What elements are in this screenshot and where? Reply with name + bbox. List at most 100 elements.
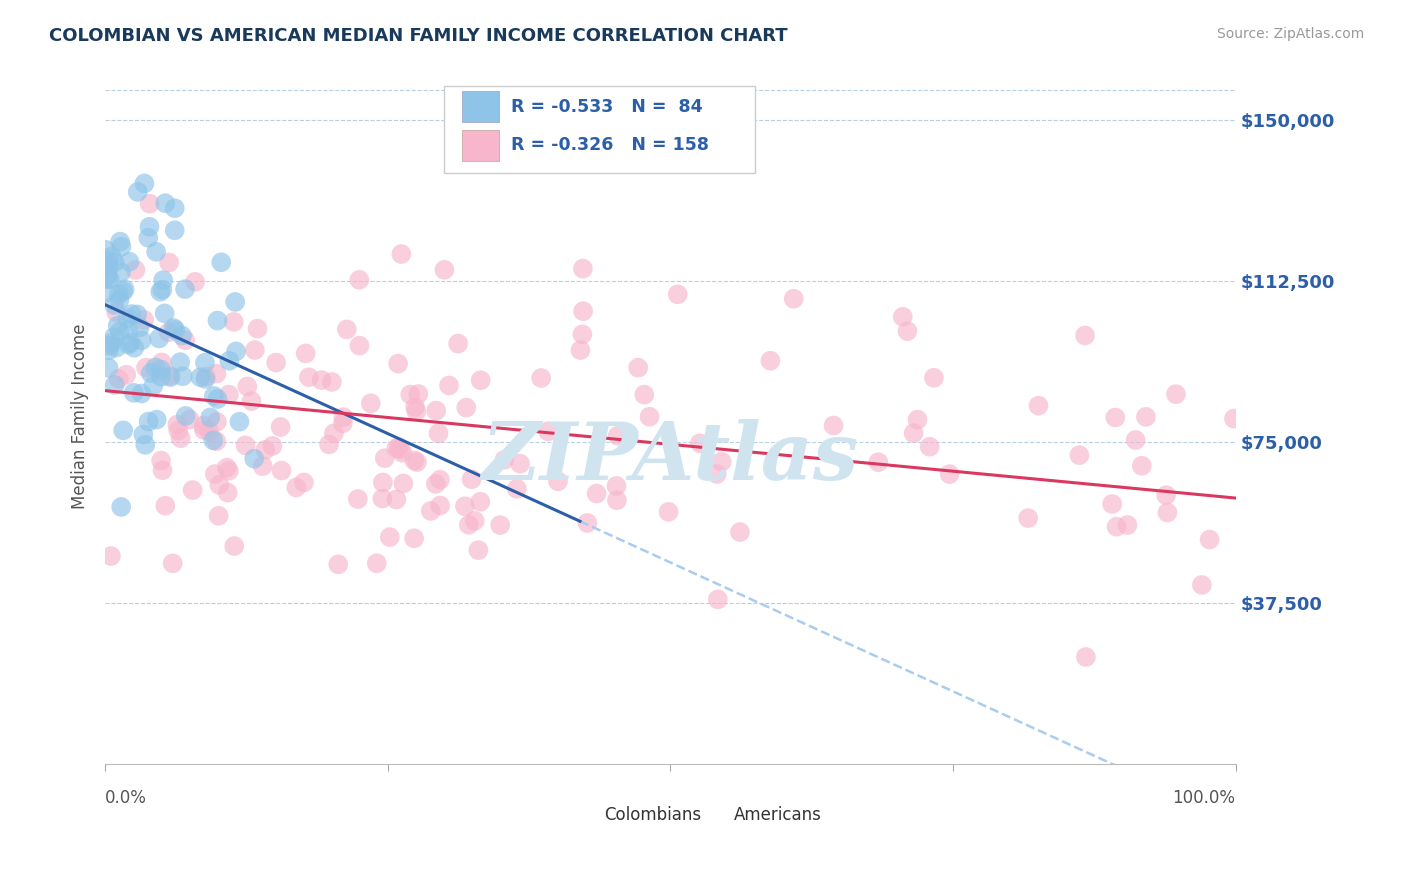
- Point: [217, 485, 239, 500]
- Point: [124, 263, 146, 277]
- Point: [252, 459, 274, 474]
- Point: [204, 467, 226, 481]
- Point: [332, 417, 354, 431]
- Point: [240, 394, 263, 409]
- Point: [97, 268, 120, 283]
- Point: [433, 262, 456, 277]
- Point: [405, 404, 427, 418]
- Point: [404, 531, 426, 545]
- Point: [378, 530, 401, 544]
- Point: [509, 457, 531, 471]
- FancyBboxPatch shape: [703, 800, 725, 820]
- Point: [298, 370, 321, 384]
- Point: [108, 293, 131, 307]
- Point: [627, 360, 650, 375]
- FancyBboxPatch shape: [463, 92, 499, 122]
- Point: [294, 346, 316, 360]
- Point: [117, 323, 139, 337]
- Point: [97, 343, 120, 358]
- Point: [118, 254, 141, 268]
- Point: [228, 415, 250, 429]
- Point: [121, 307, 143, 321]
- Point: [135, 360, 157, 375]
- Point: [127, 185, 149, 199]
- Point: [150, 453, 173, 467]
- Point: [152, 273, 174, 287]
- Point: [157, 255, 180, 269]
- Point: [464, 514, 486, 528]
- Point: [94, 285, 117, 300]
- Point: [145, 360, 167, 375]
- Point: [98, 339, 121, 353]
- Point: [391, 446, 413, 460]
- Point: [105, 340, 128, 354]
- Point: [170, 328, 193, 343]
- Point: [149, 285, 172, 299]
- Point: [207, 313, 229, 327]
- Point: [470, 373, 492, 387]
- Point: [112, 285, 135, 299]
- Point: [332, 410, 354, 425]
- Point: [208, 477, 231, 491]
- Point: [112, 423, 135, 437]
- Point: [174, 333, 197, 347]
- Point: [150, 283, 173, 297]
- Point: [460, 472, 482, 486]
- Point: [494, 452, 516, 467]
- Point: [922, 371, 945, 385]
- Point: [387, 357, 409, 371]
- Point: [222, 315, 245, 329]
- Point: [97, 360, 120, 375]
- Point: [162, 321, 184, 335]
- Point: [152, 463, 174, 477]
- Point: [360, 396, 382, 410]
- Point: [167, 424, 190, 438]
- Point: [633, 387, 655, 401]
- Point: [218, 464, 240, 478]
- FancyBboxPatch shape: [463, 130, 499, 161]
- Point: [1125, 433, 1147, 447]
- Point: [103, 330, 125, 344]
- Point: [454, 500, 477, 514]
- Point: [131, 386, 153, 401]
- Point: [903, 426, 925, 441]
- Point: [429, 473, 451, 487]
- Point: [225, 344, 247, 359]
- Point: [205, 434, 228, 449]
- Point: [658, 505, 681, 519]
- Point: [120, 335, 142, 350]
- Point: [585, 486, 607, 500]
- Point: [100, 335, 122, 350]
- Point: [218, 387, 240, 401]
- Point: [188, 370, 211, 384]
- Point: [1104, 410, 1126, 425]
- Point: [457, 517, 479, 532]
- Point: [150, 355, 173, 369]
- Point: [1074, 650, 1097, 665]
- Point: [254, 442, 277, 457]
- Point: [145, 244, 167, 259]
- Point: [194, 356, 217, 370]
- Point: [606, 493, 628, 508]
- Point: [1074, 328, 1097, 343]
- Point: [243, 343, 266, 357]
- Text: Americans: Americans: [734, 806, 821, 824]
- Point: [470, 495, 492, 509]
- Point: [389, 247, 412, 261]
- Point: [336, 322, 359, 336]
- Point: [1105, 519, 1128, 533]
- Point: [1164, 387, 1187, 401]
- Point: [124, 341, 146, 355]
- Point: [174, 409, 197, 423]
- Point: [205, 415, 228, 429]
- Point: [285, 481, 308, 495]
- Point: [569, 343, 592, 357]
- Point: [1198, 533, 1220, 547]
- Point: [1223, 411, 1246, 425]
- Text: R = -0.326   N = 158: R = -0.326 N = 158: [510, 136, 709, 154]
- Point: [127, 307, 149, 321]
- Point: [530, 371, 553, 385]
- Point: [134, 177, 156, 191]
- Point: [918, 440, 941, 454]
- Point: [155, 196, 177, 211]
